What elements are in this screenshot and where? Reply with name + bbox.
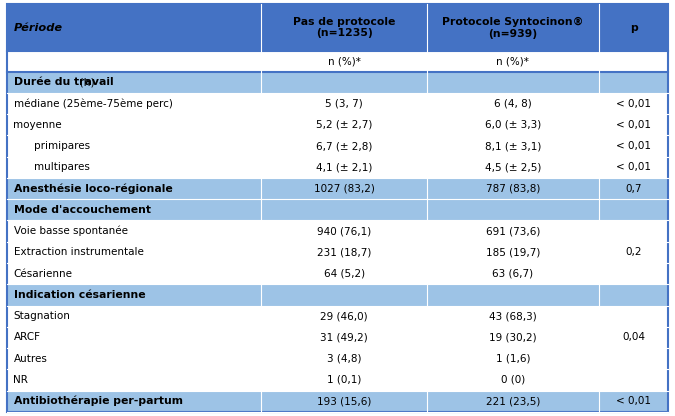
Text: 1027 (83,2): 1027 (83,2): [314, 183, 375, 193]
Text: ARCF: ARCF: [14, 332, 40, 342]
Text: Voie basse spontanée: Voie basse spontanée: [14, 226, 128, 236]
Text: 940 (76,1): 940 (76,1): [317, 226, 371, 236]
Text: Autres: Autres: [14, 354, 47, 364]
Bar: [7, 178, 668, 199]
Text: < 0,01: < 0,01: [616, 162, 651, 172]
Text: 0 (0): 0 (0): [501, 375, 525, 385]
Bar: [7, 199, 668, 220]
Text: 4,1 (± 2,1): 4,1 (± 2,1): [316, 162, 373, 172]
Bar: [7, 72, 668, 93]
Text: médiane (25ème-75ème perc): médiane (25ème-75ème perc): [14, 98, 172, 109]
Bar: [7, 284, 668, 305]
Text: Antibiothérapie per-partum: Antibiothérapie per-partum: [14, 396, 182, 406]
Bar: [7, 4, 668, 51]
Text: 8,1 (± 3,1): 8,1 (± 3,1): [485, 141, 541, 151]
Text: < 0,01: < 0,01: [616, 120, 651, 130]
Text: 0,2: 0,2: [625, 248, 642, 258]
Text: moyenne: moyenne: [14, 120, 62, 130]
Text: 0,7: 0,7: [625, 183, 642, 193]
Text: 193 (15,6): 193 (15,6): [317, 396, 371, 406]
Text: n (%)*: n (%)*: [496, 57, 529, 67]
Text: 63 (6,7): 63 (6,7): [492, 269, 533, 279]
Text: < 0,01: < 0,01: [616, 141, 651, 151]
Text: 0,04: 0,04: [622, 332, 645, 342]
Text: 64 (5,2): 64 (5,2): [323, 269, 364, 279]
Text: 6 (4, 8): 6 (4, 8): [494, 99, 532, 109]
Text: 4,5 (± 2,5): 4,5 (± 2,5): [485, 162, 541, 172]
Text: 31 (49,2): 31 (49,2): [320, 332, 368, 342]
Text: 221 (23,5): 221 (23,5): [485, 396, 540, 406]
Bar: [7, 93, 668, 114]
Text: Extraction instrumentale: Extraction instrumentale: [14, 248, 143, 258]
Text: < 0,01: < 0,01: [616, 99, 651, 109]
Text: 691 (73,6): 691 (73,6): [485, 226, 540, 236]
Text: Pas de protocole
(n=1235): Pas de protocole (n=1235): [293, 17, 396, 38]
Text: 6,0 (± 3,3): 6,0 (± 3,3): [485, 120, 541, 130]
Bar: [7, 327, 668, 348]
Text: 787 (83,8): 787 (83,8): [485, 183, 540, 193]
Bar: [7, 369, 668, 391]
Bar: [7, 51, 668, 72]
Text: 185 (19,7): 185 (19,7): [485, 248, 540, 258]
Text: 19 (30,2): 19 (30,2): [489, 332, 537, 342]
Text: Durée du travail: Durée du travail: [14, 77, 113, 87]
Bar: [7, 242, 668, 263]
Text: 29 (46,0): 29 (46,0): [321, 311, 368, 321]
Bar: [7, 305, 668, 327]
Text: 3 (4,8): 3 (4,8): [327, 354, 361, 364]
Text: p: p: [630, 23, 637, 33]
Text: Césarienne: Césarienne: [14, 269, 72, 279]
Text: 231 (18,7): 231 (18,7): [317, 248, 371, 258]
Text: Anesthésie loco-régionale: Anesthésie loco-régionale: [14, 183, 172, 194]
Text: Mode d'accouchement: Mode d'accouchement: [14, 205, 151, 215]
Text: Stagnation: Stagnation: [14, 311, 70, 321]
Text: n (%)*: n (%)*: [327, 57, 360, 67]
Text: 1 (0,1): 1 (0,1): [327, 375, 361, 385]
Text: Période: Période: [14, 23, 63, 33]
Text: NR: NR: [14, 375, 28, 385]
Text: 43 (68,3): 43 (68,3): [489, 311, 537, 321]
Bar: [7, 157, 668, 178]
Text: Protocole Syntocinon®
(n=939): Protocole Syntocinon® (n=939): [442, 17, 584, 39]
Text: 5,2 (± 2,7): 5,2 (± 2,7): [316, 120, 373, 130]
Text: multipares: multipares: [34, 162, 90, 172]
Bar: [7, 114, 668, 136]
Bar: [7, 263, 668, 284]
Bar: [7, 391, 668, 412]
Text: < 0,01: < 0,01: [616, 396, 651, 406]
Text: 1 (1,6): 1 (1,6): [495, 354, 530, 364]
Text: 6,7 (± 2,8): 6,7 (± 2,8): [316, 141, 373, 151]
Text: Indication césarienne: Indication césarienne: [14, 290, 145, 300]
Bar: [7, 220, 668, 242]
Text: 5 (3, 7): 5 (3, 7): [325, 99, 363, 109]
Bar: [7, 136, 668, 157]
Bar: [7, 348, 668, 369]
Text: (h): (h): [76, 77, 95, 87]
Text: primipares: primipares: [34, 141, 90, 151]
